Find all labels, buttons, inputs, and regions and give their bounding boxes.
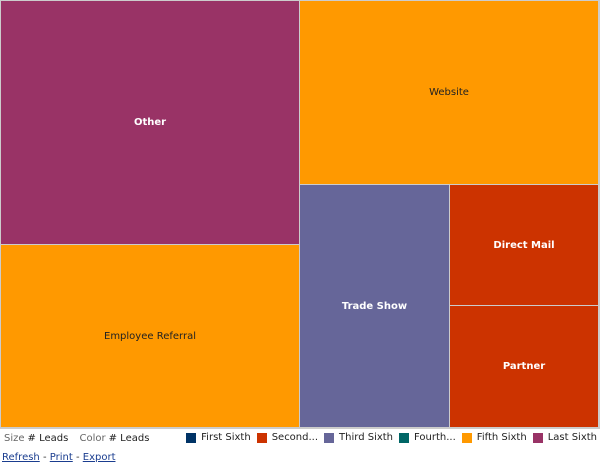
legend-swatch: [399, 432, 410, 443]
legend-label: First Sixth: [201, 432, 251, 443]
legend-swatch: [186, 432, 197, 443]
measure-info: Size # Leads Color # Leads: [4, 433, 157, 444]
legend-item: Second...: [256, 432, 319, 443]
legend-item: Third Sixth: [324, 432, 393, 443]
action-links: Refresh - Print - Export: [2, 452, 115, 463]
tile-trade-show[interactable]: Trade Show: [300, 185, 449, 427]
legend-swatch: [256, 432, 267, 443]
tile-other[interactable]: Other: [1, 1, 299, 244]
separator: -: [75, 452, 80, 463]
legend-label: Third Sixth: [339, 432, 394, 443]
tile-label: Other: [133, 117, 167, 128]
treemap: Other Website Employee Referral Trade Sh…: [0, 0, 600, 429]
size-label: Size: [4, 433, 25, 444]
legend-label: Last Sixth: [547, 432, 597, 443]
refresh-link[interactable]: Refresh: [2, 452, 40, 463]
tile-partner[interactable]: Partner: [450, 306, 598, 427]
legend-swatch: [532, 432, 543, 443]
legend: First Sixth Second... Third Sixth Fourth…: [180, 432, 597, 443]
export-link[interactable]: Export: [82, 452, 116, 463]
tile-label: Direct Mail: [493, 239, 555, 251]
legend-item: First Sixth: [186, 432, 251, 443]
print-link[interactable]: Print: [49, 452, 73, 463]
tile-direct-mail[interactable]: Direct Mail: [450, 185, 598, 305]
tile-label: Employee Referral: [104, 330, 196, 342]
tile-website[interactable]: Website: [300, 1, 598, 184]
tile-employee-referral[interactable]: Employee Referral: [1, 245, 299, 427]
legend-swatch: [461, 432, 472, 443]
color-value: # Leads: [108, 433, 150, 444]
legend-item: Last Sixth: [532, 432, 597, 443]
legend-item: Fifth Sixth: [461, 432, 527, 443]
size-value: # Leads: [27, 433, 69, 444]
legend-label: Second...: [271, 432, 319, 443]
tile-label: Website: [429, 87, 469, 98]
legend-label: Fifth Sixth: [476, 432, 527, 443]
tile-label: Trade Show: [341, 300, 408, 312]
tile-label: Partner: [502, 361, 546, 372]
separator: -: [42, 452, 47, 463]
legend-label: Fourth...: [414, 432, 456, 443]
legend-swatch: [324, 432, 335, 443]
legend-item: Fourth...: [399, 432, 456, 443]
color-label: Color: [79, 433, 106, 444]
